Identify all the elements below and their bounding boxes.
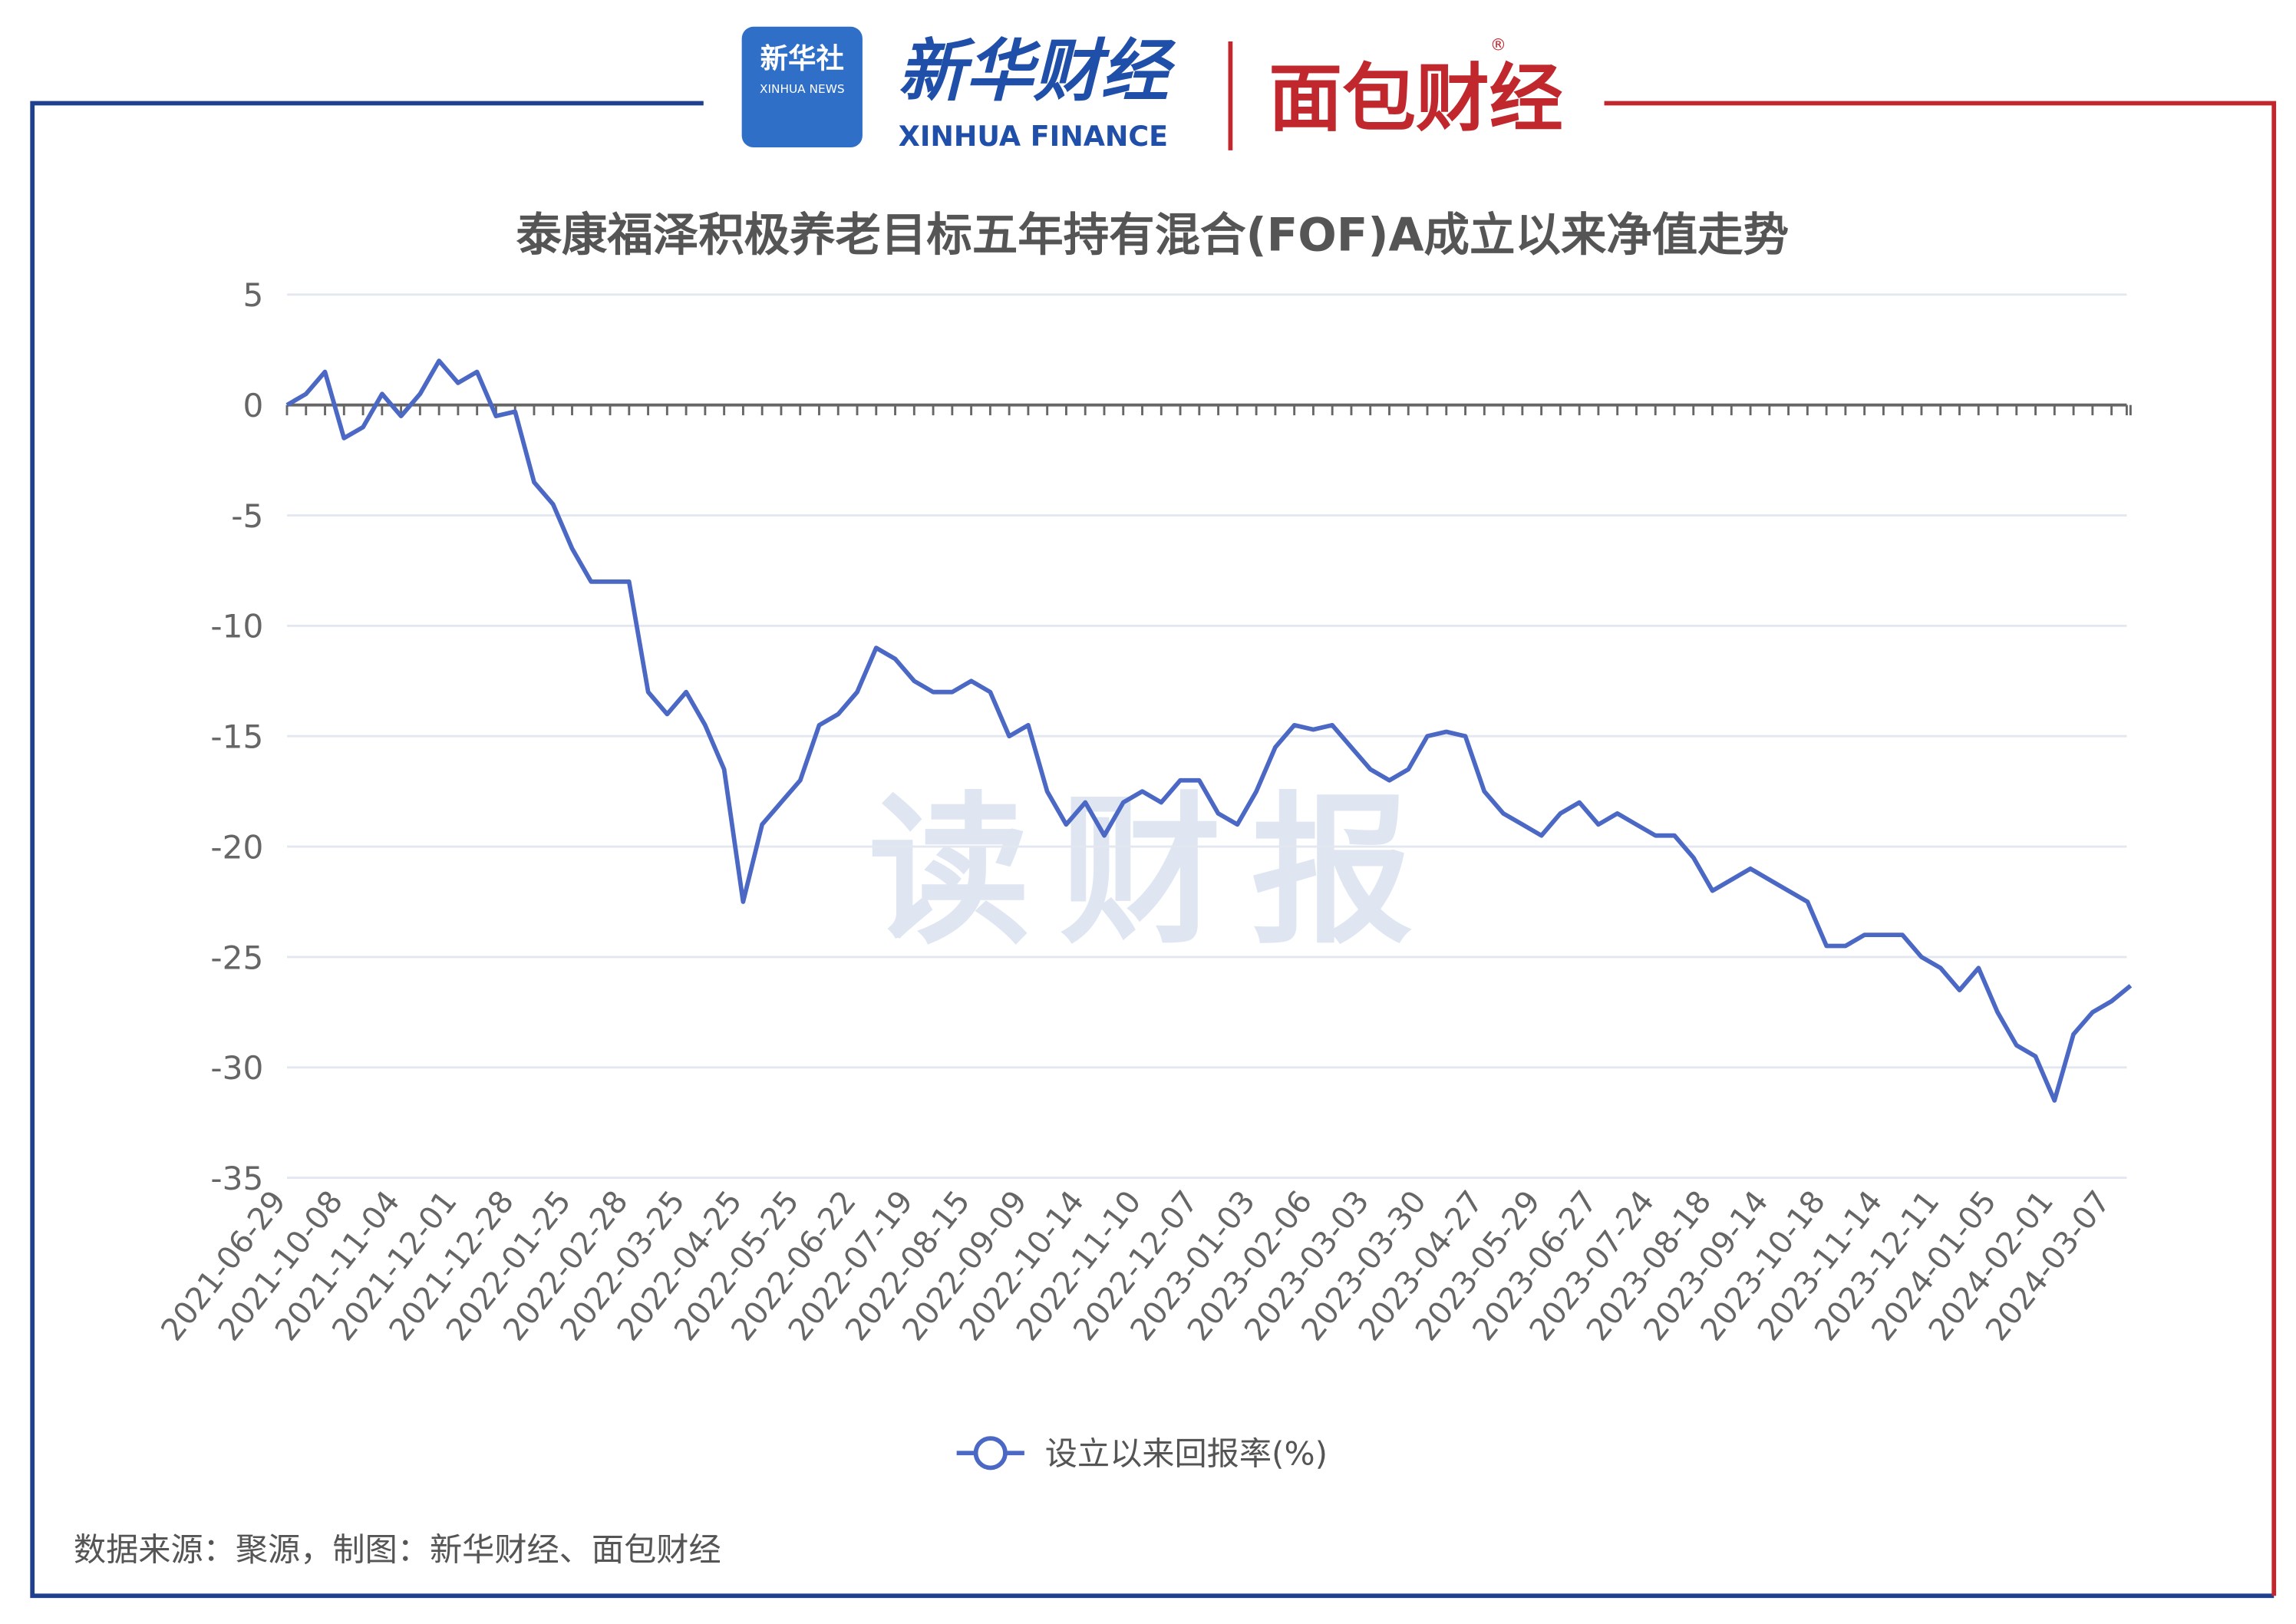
legend-marker	[973, 1436, 1008, 1471]
frame-blue	[30, 101, 2275, 1599]
logo-badge-sub: XINHUA NEWS	[760, 82, 845, 96]
legend-label: 设立以来回报率(%)	[1045, 1435, 1328, 1473]
y-tick-label: -10	[210, 608, 263, 645]
y-tick-label: 5	[242, 276, 263, 314]
y-tick-label: -30	[210, 1049, 263, 1087]
data-line	[285, 358, 2133, 1103]
logo-badge-bg	[741, 26, 863, 148]
y-tick-label: -15	[210, 718, 263, 756]
brand-en: XINHUA FINANCE	[899, 120, 1168, 153]
logo-badge: 新华社	[760, 41, 844, 74]
brand-cn: 新华财经	[898, 31, 1176, 111]
y-tick-label: -35	[210, 1160, 263, 1197]
source-note: 数据来源：聚源，制图：新华财经、面包财经	[74, 1530, 721, 1568]
chart-title: 泰康福泽积极养老目标五年持有混合(FOF)A成立以来净值走势	[516, 209, 1789, 262]
registered-mark: ®	[1490, 35, 1506, 54]
watermark: 读财报	[869, 777, 1443, 966]
y-tick-label: -20	[210, 828, 263, 866]
y-tick-label: -25	[210, 939, 263, 976]
y-tick-label: -5	[231, 497, 263, 535]
y-tick-label: 0	[242, 387, 263, 424]
frame-red	[1604, 101, 2277, 1596]
partner-logo: 面包财经	[1268, 55, 1563, 141]
